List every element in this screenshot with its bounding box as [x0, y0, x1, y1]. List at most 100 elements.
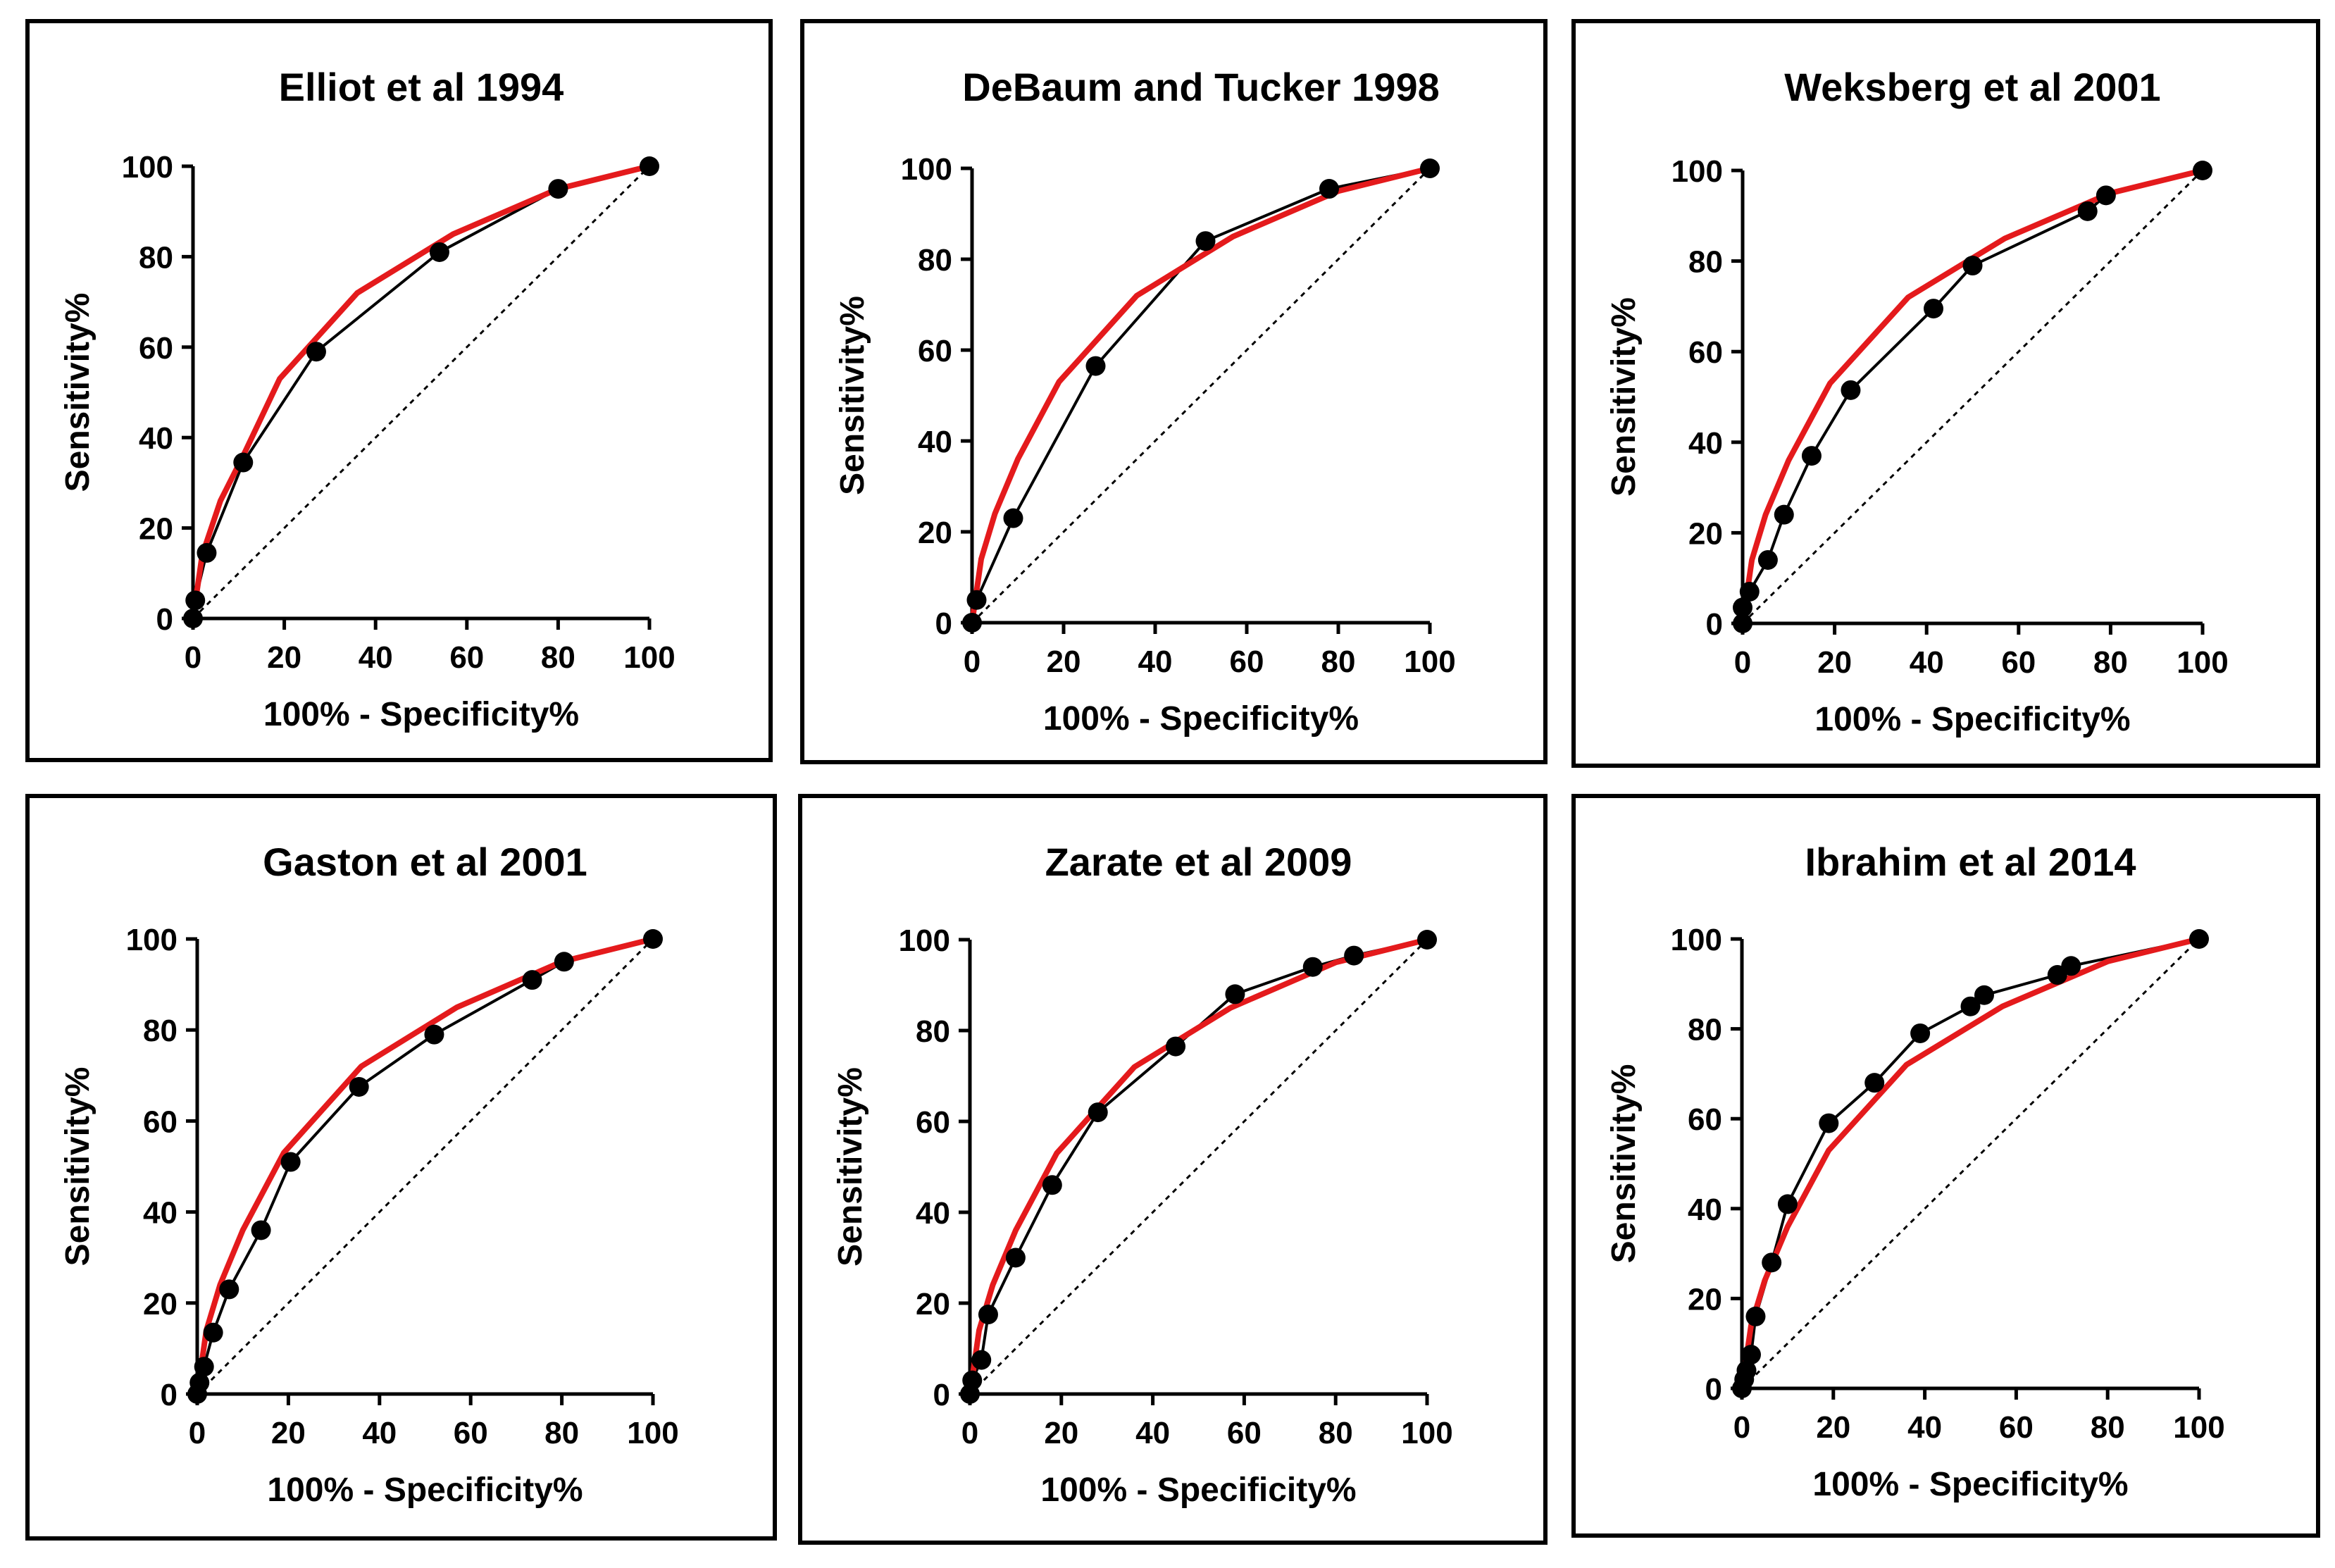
roc-panel-gaston-2001: Gaston et al 2001 0 20 40 60 80 100 0 20 40 60 80 10…: [25, 794, 777, 1541]
y-tick-label: 80: [1688, 245, 1723, 280]
x-axis-label: 100% - Specificity%: [1812, 1466, 2128, 1503]
y-tick-label: 20: [139, 512, 173, 547]
observed-data-point: [183, 609, 203, 628]
observed-data-point: [1777, 1194, 1798, 1214]
y-tick-label: 40: [918, 425, 952, 459]
x-tick-label: 100: [627, 1416, 678, 1450]
roc-panel-debaum-tucker-1998: DeBaum and Tucker 1998 0 20 40 60 80 100 0 20 40 6…: [800, 19, 1548, 764]
x-tick-label: 100: [2177, 645, 2228, 680]
x-tick-label: 0: [964, 645, 980, 679]
observed-data-point: [1819, 1113, 1839, 1133]
y-tick-label: 100: [126, 923, 178, 957]
x-tick-label: 60: [454, 1416, 488, 1450]
observed-data-point: [2061, 956, 2081, 976]
x-tick-label: 60: [1230, 645, 1264, 679]
chart-title: Ibrahim et al 2014: [1805, 840, 2136, 884]
y-tick-label: 40: [916, 1196, 950, 1231]
y-tick-label: 40: [143, 1196, 178, 1231]
y-tick-label: 100: [899, 923, 950, 958]
observed-data-point: [1745, 1306, 1766, 1326]
observed-data-point: [197, 542, 217, 563]
x-tick-label: 60: [2001, 645, 2036, 680]
fitted-roc-curve: [1740, 168, 2205, 626]
x-tick-label: 40: [362, 1416, 397, 1450]
y-tick-label: 20: [1688, 1282, 1722, 1317]
observed-data-point: [1762, 1252, 1782, 1273]
roc-chart-svg: Gaston et al 2001 0 20 40 60 80 100 0 20 40 60 80 10…: [59, 840, 679, 1509]
y-axis-label: Sensitivity%: [832, 1067, 869, 1267]
observed-data-point: [2193, 161, 2212, 180]
observed-data-point: [424, 1024, 444, 1045]
y-tick-label: 40: [1688, 426, 1723, 461]
x-tick-label: 100: [1401, 1416, 1452, 1450]
roc-chart-svg: Ibrahim et al 2014 0 20 40 60 80 100 0 20 40 60 80 1…: [1605, 840, 2225, 1503]
observed-data-point: [189, 1372, 210, 1393]
observed-data-point: [971, 1350, 992, 1370]
observed-data-point: [1774, 504, 1794, 525]
observed-data-point: [1962, 256, 1983, 276]
x-tick-label: 20: [267, 640, 301, 675]
observed-data-point: [185, 590, 206, 611]
y-tick-label: 0: [1706, 607, 1723, 642]
y-tick-label: 60: [143, 1105, 178, 1139]
y-tick-label: 100: [1671, 923, 1722, 957]
y-tick-label: 60: [1688, 1102, 1722, 1137]
y-tick-label: 60: [916, 1105, 950, 1140]
y-tick-label: 100: [122, 150, 173, 185]
x-tick-label: 80: [1321, 645, 1356, 679]
observed-data-point: [1841, 380, 1861, 400]
x-tick-label: 60: [1999, 1410, 2034, 1445]
y-axis-label: Sensitivity%: [59, 293, 96, 492]
roc-panel-elliot-1994: Elliot et al 1994 0 20 40 60 80 100 0 20 40 60 80 10…: [25, 19, 773, 762]
roc-panel-ibrahim-2014: Ibrahim et al 2014 0 20 40 60 80 100 0 20 40 60 80 1…: [1571, 794, 2320, 1538]
observed-data-point: [1736, 1360, 1757, 1381]
observed-roc-line: [1741, 169, 2203, 623]
observed-data-point: [2077, 201, 2098, 221]
chance-diagonal-line: [969, 938, 1428, 1395]
observed-data-point: [1417, 930, 1437, 950]
y-axis-label: Sensitivity%: [1605, 297, 1643, 497]
observed-data-point: [962, 1370, 983, 1390]
x-tick-label: 60: [449, 640, 484, 675]
x-tick-label: 0: [1734, 645, 1751, 680]
x-tick-label: 80: [2093, 645, 2128, 680]
x-tick-label: 100: [1404, 645, 1455, 679]
x-tick-label: 40: [359, 640, 393, 675]
x-axis-label: 100% - Specificity%: [267, 1471, 583, 1509]
observed-data-point: [1923, 299, 1943, 319]
y-tick-label: 0: [161, 1378, 178, 1412]
observed-roc-line: [196, 938, 654, 1395]
observed-data-point: [1757, 549, 1778, 570]
y-tick-label: 0: [933, 1378, 950, 1412]
y-tick-label: 40: [1688, 1193, 1722, 1227]
x-axis-label: 100% - Specificity%: [1040, 1471, 1356, 1509]
chance-diagonal-line: [1741, 169, 2204, 625]
observed-data-point: [349, 1076, 369, 1097]
observed-data-point: [306, 342, 326, 362]
observed-data-point: [1088, 1102, 1108, 1123]
y-tick-label: 60: [918, 334, 952, 368]
roc-panel-weksberg-2001: Weksberg et al 2001 0 20 40 60 80 100 0 20 40 60 80…: [1571, 19, 2320, 768]
chart-title: Gaston et al 2001: [263, 840, 587, 884]
observed-data-point: [1166, 1036, 1186, 1057]
y-tick-label: 40: [139, 421, 173, 456]
x-tick-label: 40: [1138, 645, 1173, 679]
x-tick-label: 20: [271, 1416, 306, 1450]
observed-data-point: [978, 1305, 998, 1325]
fitted-roc-curve: [967, 937, 1430, 1397]
observed-data-point: [1864, 1073, 1885, 1093]
observed-data-point: [1910, 1023, 1931, 1043]
y-tick-label: 20: [143, 1287, 178, 1321]
roc-chart-svg: Weksberg et al 2001 0 20 40 60 80 100 0 20 40 60 80…: [1605, 65, 2229, 738]
roc-chart-svg: DeBaum and Tucker 1998 0 20 40 60 80 100 0 20 40 6…: [834, 65, 1456, 738]
y-tick-label: 80: [916, 1014, 950, 1049]
observed-data-point: [194, 1357, 214, 1377]
observed-data-point: [522, 970, 542, 990]
x-tick-label: 0: [189, 1416, 206, 1450]
observed-data-point: [1741, 1345, 1761, 1365]
y-tick-label: 0: [1705, 1372, 1722, 1407]
x-tick-label: 60: [1227, 1416, 1262, 1450]
y-tick-label: 80: [139, 240, 173, 275]
roc-chart-svg: Zarate et al 2009 0 20 40 60 80 100 0 20 40 60 80 10…: [832, 840, 1453, 1509]
observed-data-point: [1085, 356, 1106, 376]
